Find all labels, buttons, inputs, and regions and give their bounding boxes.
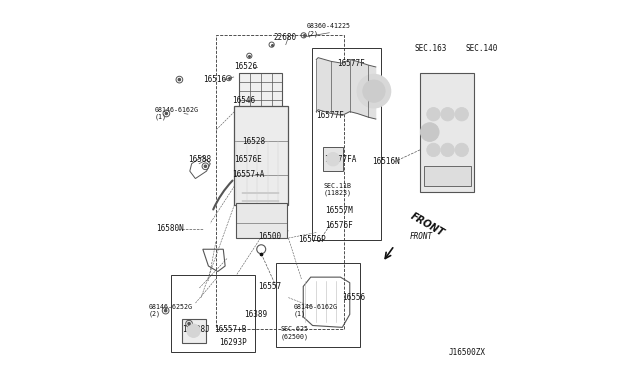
Circle shape xyxy=(357,74,390,108)
Text: 16528: 16528 xyxy=(242,137,265,146)
Text: 22680: 22680 xyxy=(273,33,296,42)
Circle shape xyxy=(455,108,468,121)
Text: 16389: 16389 xyxy=(244,310,267,319)
Text: 16557+B: 16557+B xyxy=(214,325,246,334)
Text: SEC.625
(62500): SEC.625 (62500) xyxy=(281,326,309,340)
Text: 16576E: 16576E xyxy=(234,155,262,164)
Text: 16580N: 16580N xyxy=(156,224,184,233)
Circle shape xyxy=(188,323,190,325)
Text: J16500ZX: J16500ZX xyxy=(449,348,486,357)
Text: 16576P: 16576P xyxy=(298,235,325,244)
Bar xyxy=(234,106,289,205)
Text: 16293P: 16293P xyxy=(220,338,247,347)
Text: SEC.163: SEC.163 xyxy=(415,44,447,53)
Circle shape xyxy=(363,80,385,102)
Text: 08146-6162G
(1): 08146-6162G (1) xyxy=(154,107,198,120)
Text: 16516N: 16516N xyxy=(372,157,400,166)
Text: 16516: 16516 xyxy=(203,76,226,84)
Text: SEC.140: SEC.140 xyxy=(465,44,497,53)
Circle shape xyxy=(441,143,454,157)
Text: 16500: 16500 xyxy=(259,232,282,241)
Text: 16526: 16526 xyxy=(234,62,257,71)
Text: 16528J: 16528J xyxy=(182,325,210,334)
Text: 16557+A: 16557+A xyxy=(232,170,265,179)
Circle shape xyxy=(187,324,200,337)
Text: FRONT: FRONT xyxy=(410,211,447,238)
Text: 16546: 16546 xyxy=(232,96,256,105)
Circle shape xyxy=(455,143,468,157)
Circle shape xyxy=(326,153,340,166)
Text: 16557M: 16557M xyxy=(326,206,353,215)
Circle shape xyxy=(164,310,167,312)
FancyArrowPatch shape xyxy=(213,180,232,209)
Bar xyxy=(424,166,470,186)
Bar xyxy=(182,319,206,343)
Text: 08360-41225
(2): 08360-41225 (2) xyxy=(307,23,351,36)
Text: FRONT: FRONT xyxy=(410,232,433,241)
Circle shape xyxy=(165,112,168,115)
Text: 08146-6162G
(1): 08146-6162G (1) xyxy=(294,304,338,317)
Circle shape xyxy=(179,78,180,81)
Bar xyxy=(420,73,474,192)
Circle shape xyxy=(427,143,440,157)
Circle shape xyxy=(427,108,440,121)
Text: 16588: 16588 xyxy=(188,155,211,164)
Bar xyxy=(236,203,287,238)
Text: 08146-6252G
(2): 08146-6252G (2) xyxy=(149,304,193,317)
Text: 16577F: 16577F xyxy=(316,111,344,120)
Text: 16556: 16556 xyxy=(342,293,365,302)
Text: 16557: 16557 xyxy=(259,282,282,291)
Circle shape xyxy=(441,108,454,121)
Bar xyxy=(239,73,282,108)
Text: 16577F: 16577F xyxy=(337,59,365,68)
Text: 16577FA: 16577FA xyxy=(324,155,356,164)
Text: SEC.11B
(11823): SEC.11B (11823) xyxy=(324,183,352,196)
Circle shape xyxy=(204,165,207,167)
Bar xyxy=(323,147,344,171)
Circle shape xyxy=(420,123,439,141)
Text: 16576F: 16576F xyxy=(326,221,353,230)
